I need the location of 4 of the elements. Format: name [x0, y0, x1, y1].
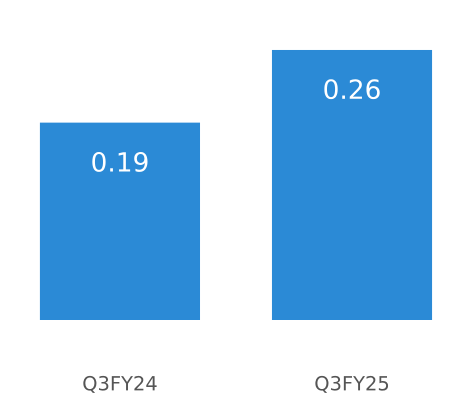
x-tick-label: Q3FY25 [315, 376, 388, 393]
data-label: 0.26 [324, 79, 380, 100]
data-label: 0.19 [92, 152, 148, 172]
x-tick-label: Q3FY24 [83, 376, 157, 393]
